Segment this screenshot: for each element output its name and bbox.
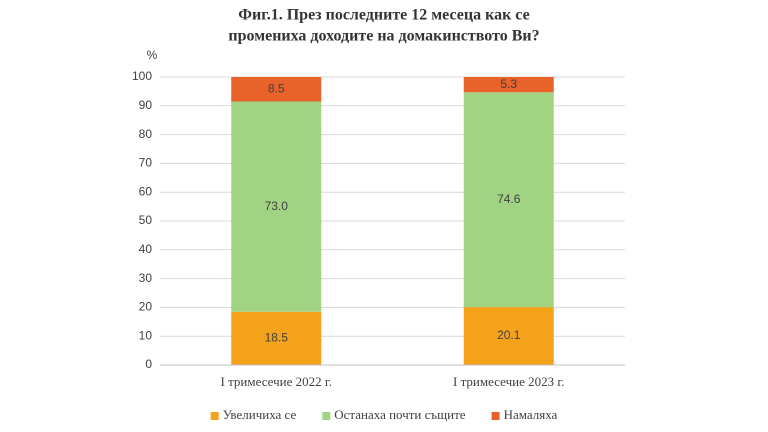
y-tick-label: 80 (139, 127, 153, 141)
legend-swatch (491, 412, 500, 420)
y-tick-label: 40 (139, 242, 153, 256)
data-label: 20.1 (497, 328, 521, 342)
y-axis-label: % (147, 48, 158, 62)
x-tick-label: I тримесечие 2023 г. (453, 374, 564, 389)
bar-segment (463, 307, 554, 365)
y-tick-label: 50 (139, 213, 153, 227)
bar-segment (231, 311, 322, 365)
y-tick-label: 0 (145, 357, 152, 371)
y-tick-label: 70 (139, 156, 153, 170)
bar-segment (463, 92, 554, 308)
chart-title: Фиг.1. През последните 12 месеца как се (238, 7, 529, 24)
data-label: 74.6 (497, 192, 521, 206)
data-label: 8.5 (268, 81, 285, 95)
x-tick-label: I тримесечие 2022 г. (221, 374, 332, 389)
y-tick-label: 90 (139, 98, 153, 112)
y-tick-label: 30 (139, 271, 153, 285)
data-label: 73.0 (265, 199, 289, 213)
y-tick-label: 10 (139, 328, 153, 342)
chart-title: промениха доходите на домакинството Ви? (228, 28, 539, 45)
y-tick-label: 60 (139, 184, 153, 198)
legend-label: Останаха почти същите (334, 407, 466, 422)
data-label: 18.5 (265, 331, 289, 345)
data-label: 5.3 (500, 77, 517, 91)
y-tick-label: 100 (132, 69, 152, 83)
legend-label: Намаляха (504, 407, 558, 422)
legend-label: Увеличиха се (223, 407, 297, 422)
legend-swatch (210, 412, 219, 420)
bar-segment (231, 101, 322, 312)
y-tick-label: 20 (139, 300, 153, 314)
legend-swatch (322, 412, 331, 420)
bar-segment (231, 77, 322, 102)
bar-segment (463, 77, 554, 93)
